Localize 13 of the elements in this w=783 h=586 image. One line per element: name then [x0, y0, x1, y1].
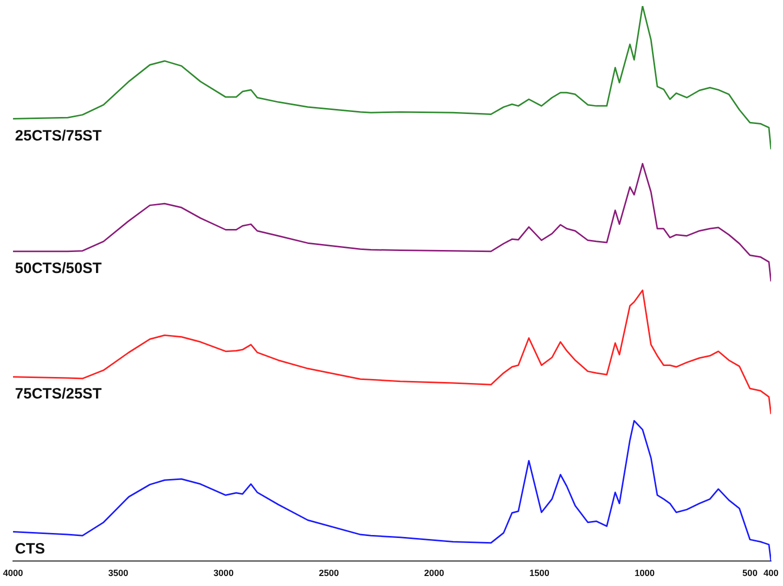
x-tick-label: 3500: [108, 568, 128, 578]
x-tick-label: 400: [763, 568, 779, 578]
series-label: CTS: [15, 540, 46, 558]
x-tick-label: 1000: [634, 568, 655, 578]
x-tick-label: 2500: [318, 568, 339, 578]
series-label: 25CTS/75ST: [15, 127, 102, 144]
series-label: 75CTS/25ST: [15, 386, 102, 403]
x-tick-label: 500: [742, 568, 758, 578]
x-tick-label: 4000: [2, 568, 24, 578]
x-tick-label: 3000: [214, 568, 234, 578]
x-tick-label: 2000: [424, 568, 444, 578]
series-label: 50CTS/50ST: [15, 260, 102, 278]
x-tick-label: 1500: [529, 568, 550, 578]
